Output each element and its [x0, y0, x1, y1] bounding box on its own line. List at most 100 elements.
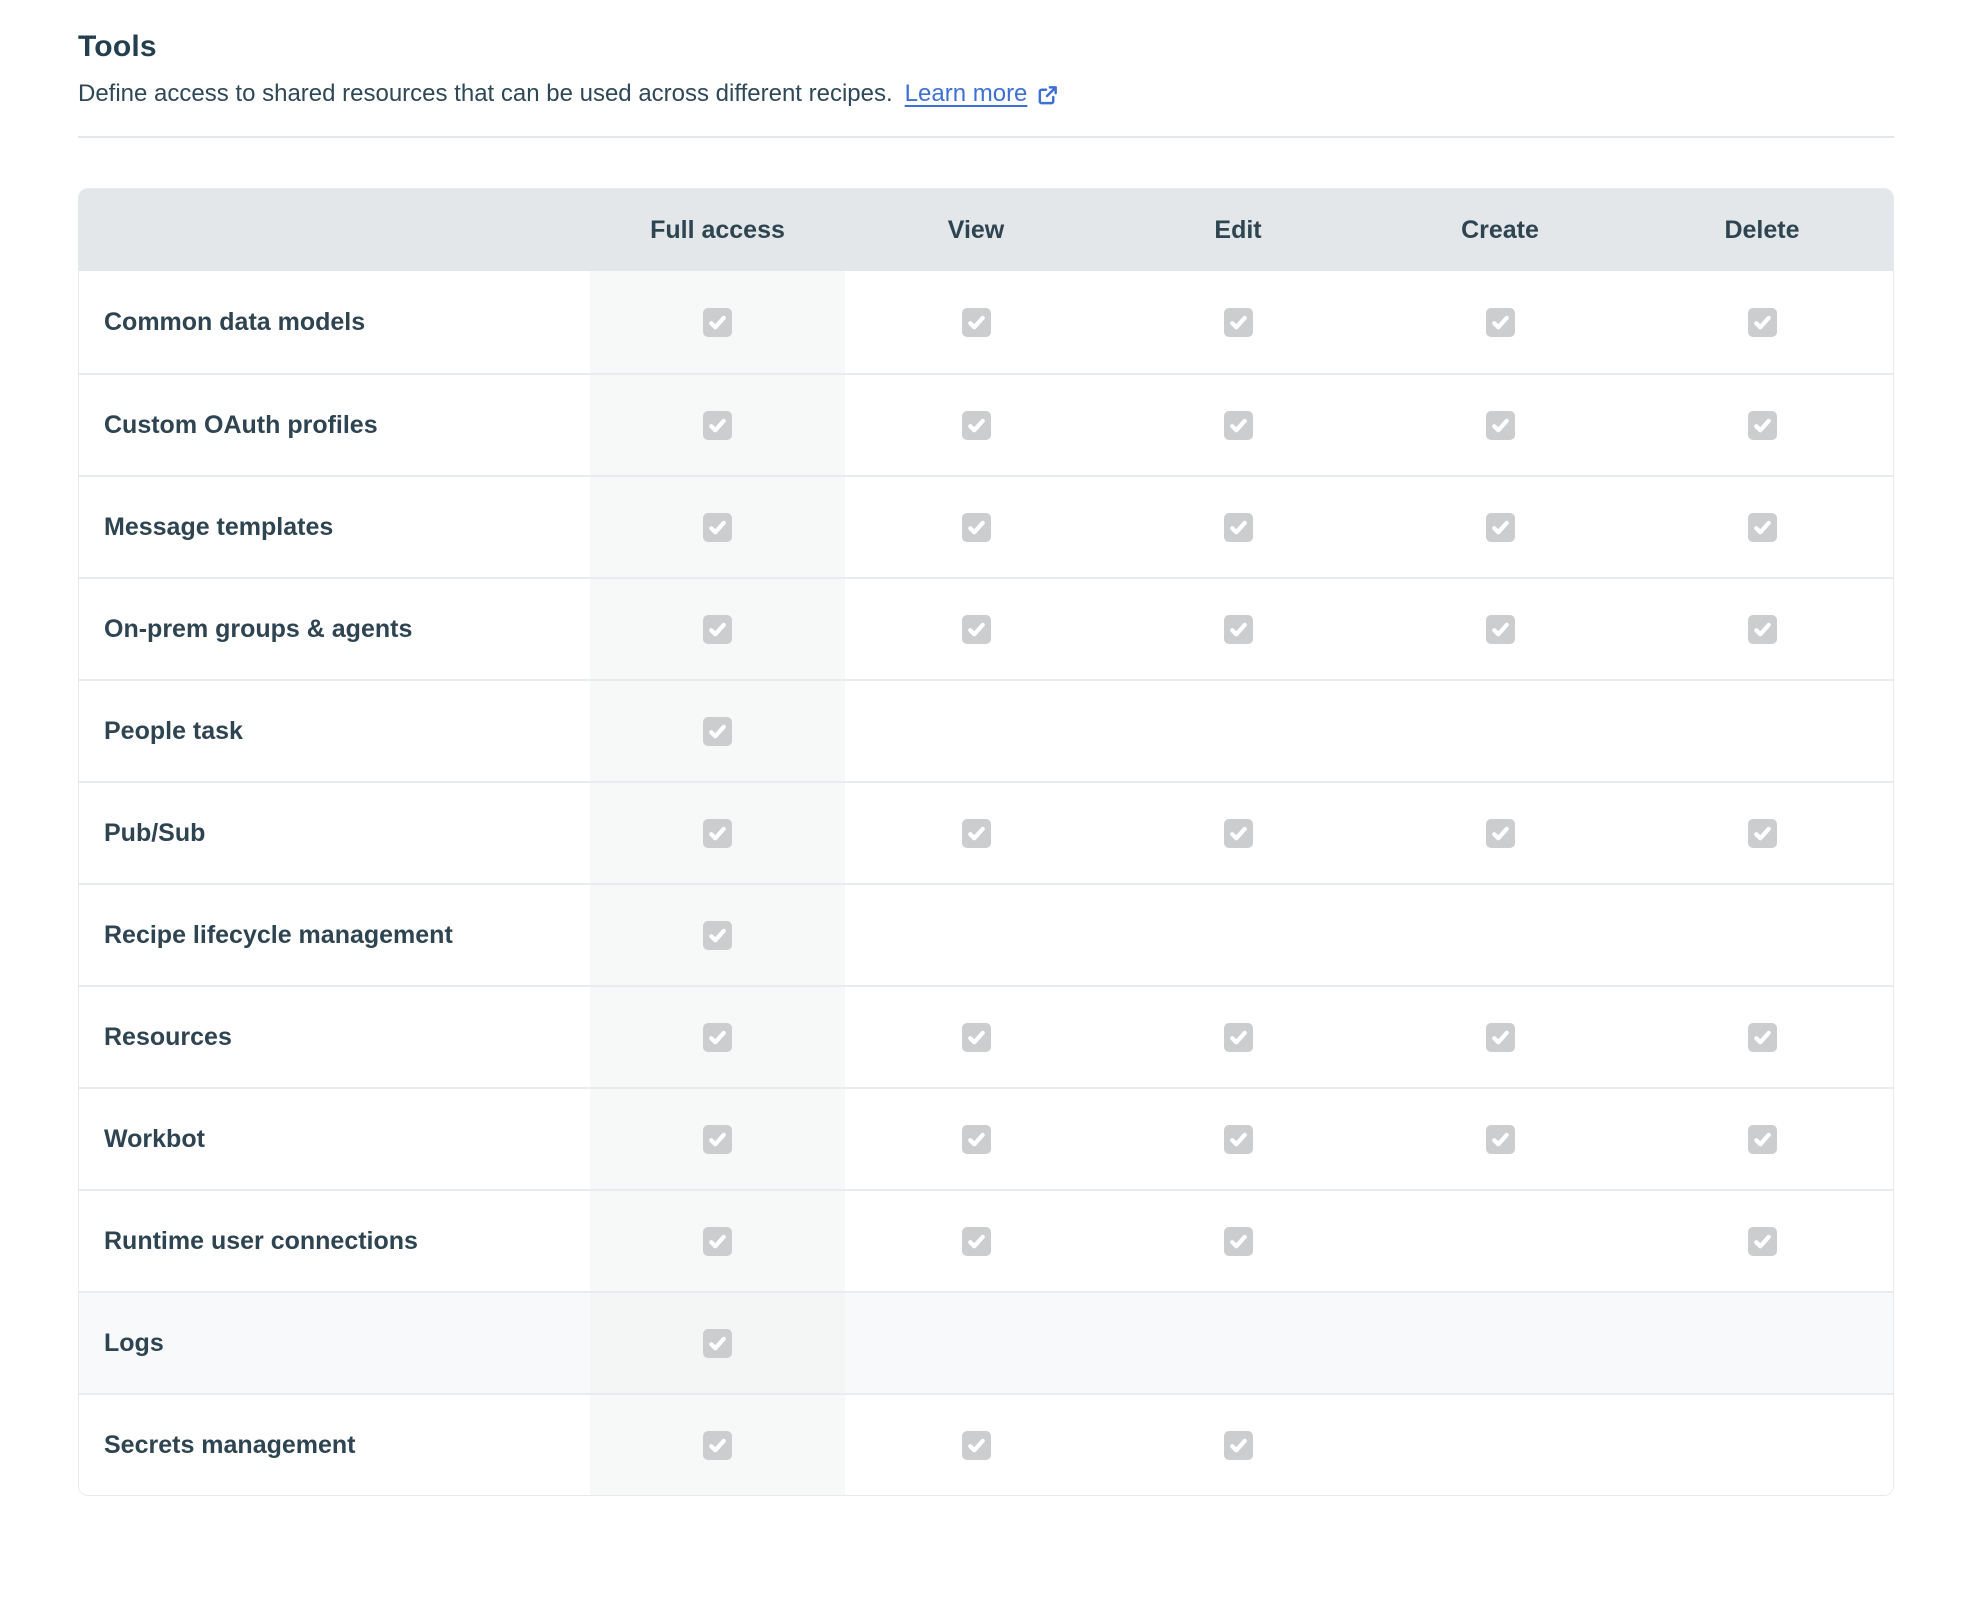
row-label: Recipe lifecycle management	[104, 920, 453, 949]
checkbox-checked-icon[interactable]	[1485, 1124, 1515, 1154]
checkbox-checked-icon[interactable]	[961, 512, 991, 542]
cell-view	[845, 1089, 1107, 1189]
checkbox-checked-icon[interactable]	[703, 920, 732, 950]
table-row: Custom OAuth profiles	[79, 373, 1893, 475]
table-row: Common data models	[79, 271, 1893, 373]
checkbox-checked-icon[interactable]	[703, 1226, 732, 1256]
checkbox-checked-icon[interactable]	[1747, 614, 1777, 644]
external-link-icon	[1036, 84, 1059, 107]
checkbox-checked-icon[interactable]	[703, 410, 732, 440]
cell-full-access	[590, 477, 845, 577]
checkbox-checked-icon[interactable]	[1747, 512, 1777, 542]
page-subtitle: Define access to shared resources that c…	[78, 80, 1894, 108]
cell-view	[845, 579, 1107, 679]
checkbox-checked-icon[interactable]	[1223, 1022, 1253, 1052]
cell-create	[1369, 1395, 1631, 1495]
cell-full-access	[590, 1395, 845, 1495]
learn-more-link[interactable]: Learn more	[905, 80, 1060, 108]
cell-view	[845, 783, 1107, 883]
row-label: Runtime user connections	[104, 1226, 418, 1255]
cell-edit	[1107, 1089, 1369, 1189]
column-header-edit: Edit	[1214, 215, 1262, 244]
row-label: People task	[104, 716, 243, 745]
checkbox-checked-icon[interactable]	[1747, 1226, 1777, 1256]
section-divider	[78, 136, 1894, 138]
checkbox-checked-icon[interactable]	[1485, 818, 1515, 848]
cell-create	[1369, 271, 1631, 373]
table-row: Pub/Sub	[79, 781, 1893, 883]
checkbox-checked-icon[interactable]	[703, 1022, 732, 1052]
column-header-view: View	[947, 215, 1005, 244]
checkbox-checked-icon[interactable]	[1223, 1124, 1253, 1154]
checkbox-checked-icon[interactable]	[961, 614, 991, 644]
column-header-delete: Delete	[1724, 215, 1800, 244]
checkbox-checked-icon[interactable]	[1223, 818, 1253, 848]
checkbox-checked-icon[interactable]	[961, 1430, 991, 1460]
cell-create	[1369, 987, 1631, 1087]
column-header-spacer	[79, 189, 590, 271]
cell-edit	[1107, 1395, 1369, 1495]
cell-full-access	[590, 1089, 845, 1189]
checkbox-checked-icon[interactable]	[1223, 1430, 1253, 1460]
checkbox-checked-icon[interactable]	[703, 818, 732, 848]
cell-create	[1369, 1089, 1631, 1189]
checkbox-checked-icon[interactable]	[1485, 614, 1515, 644]
subtitle-text: Define access to shared resources that c…	[78, 80, 893, 107]
checkbox-checked-icon[interactable]	[703, 1328, 732, 1358]
cell-full-access	[590, 271, 845, 373]
row-label: Common data models	[104, 307, 366, 336]
column-header-full-access: Full access	[650, 215, 785, 244]
checkbox-checked-icon[interactable]	[703, 307, 732, 337]
checkbox-checked-icon[interactable]	[961, 1124, 991, 1154]
table-row: People task	[79, 679, 1893, 781]
cell-delete	[1631, 1395, 1893, 1495]
cell-full-access	[590, 1191, 845, 1291]
checkbox-checked-icon[interactable]	[703, 512, 732, 542]
checkbox-checked-icon[interactable]	[1223, 1226, 1253, 1256]
checkbox-checked-icon[interactable]	[961, 1226, 991, 1256]
checkbox-checked-icon[interactable]	[1223, 410, 1253, 440]
checkbox-checked-icon[interactable]	[1747, 307, 1777, 337]
cell-edit	[1107, 885, 1369, 985]
table-row: Secrets management	[79, 1393, 1893, 1495]
cell-create	[1369, 375, 1631, 475]
cell-view	[845, 375, 1107, 475]
checkbox-checked-icon[interactable]	[1223, 512, 1253, 542]
row-label: Message templates	[104, 512, 334, 541]
checkbox-checked-icon[interactable]	[1485, 512, 1515, 542]
checkbox-checked-icon[interactable]	[961, 410, 991, 440]
checkbox-checked-icon[interactable]	[1747, 1022, 1777, 1052]
cell-edit	[1107, 271, 1369, 373]
checkbox-checked-icon[interactable]	[703, 1430, 732, 1460]
checkbox-checked-icon[interactable]	[1747, 1124, 1777, 1154]
cell-edit	[1107, 477, 1369, 577]
cell-view	[845, 885, 1107, 985]
checkbox-checked-icon[interactable]	[961, 818, 991, 848]
checkbox-checked-icon[interactable]	[1485, 307, 1515, 337]
checkbox-checked-icon[interactable]	[1223, 307, 1253, 337]
checkbox-checked-icon[interactable]	[1485, 1022, 1515, 1052]
checkbox-checked-icon[interactable]	[703, 614, 732, 644]
checkbox-checked-icon[interactable]	[1223, 614, 1253, 644]
column-header-create: Create	[1461, 215, 1539, 244]
cell-delete	[1631, 885, 1893, 985]
cell-edit	[1107, 375, 1369, 475]
row-label: On-prem groups & agents	[104, 614, 413, 643]
checkbox-checked-icon[interactable]	[703, 716, 732, 746]
row-label: Custom OAuth profiles	[104, 410, 378, 439]
cell-full-access	[590, 987, 845, 1087]
cell-edit	[1107, 1191, 1369, 1291]
cell-delete	[1631, 681, 1893, 781]
cell-create	[1369, 1293, 1631, 1393]
checkbox-checked-icon[interactable]	[1485, 410, 1515, 440]
checkbox-checked-icon[interactable]	[961, 307, 991, 337]
table-row: Workbot	[79, 1087, 1893, 1189]
table-row: On-prem groups & agents	[79, 577, 1893, 679]
cell-view	[845, 271, 1107, 373]
checkbox-checked-icon[interactable]	[1747, 410, 1777, 440]
checkbox-checked-icon[interactable]	[1747, 818, 1777, 848]
cell-full-access	[590, 681, 845, 781]
checkbox-checked-icon[interactable]	[961, 1022, 991, 1052]
checkbox-checked-icon[interactable]	[703, 1124, 732, 1154]
table-row: Logs	[79, 1291, 1893, 1393]
